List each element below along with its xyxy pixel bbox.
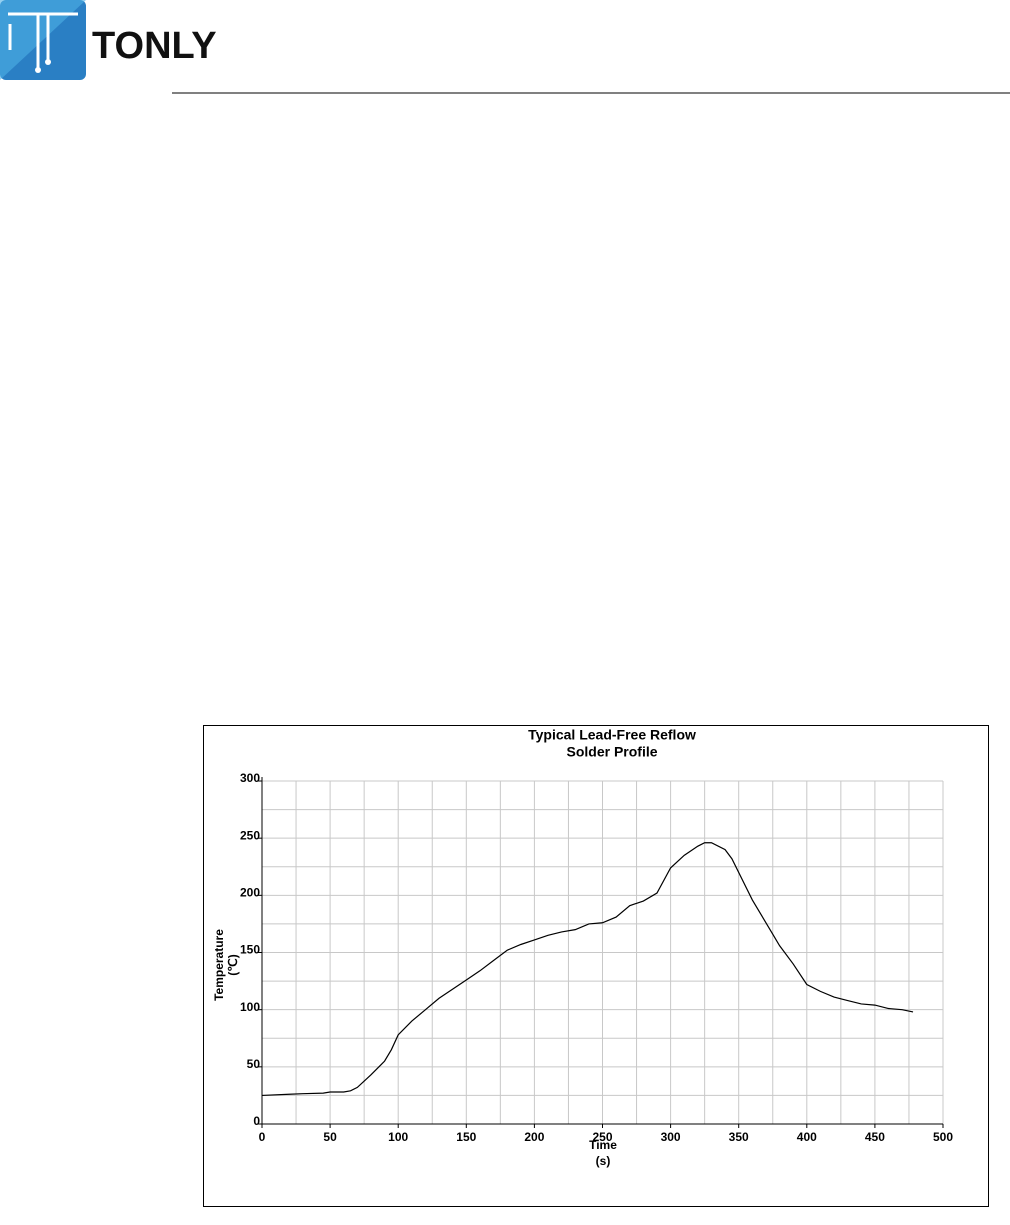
x-tick-label: 250 (592, 1130, 612, 1144)
logo: TONLY (0, 0, 217, 80)
y-tick-label: 200 (240, 886, 260, 900)
y-tick-label: 250 (240, 828, 260, 842)
data-line (261, 842, 914, 1097)
chart-frame (203, 725, 989, 1207)
logo-mark (8, 12, 78, 70)
x-tick-label: 500 (933, 1130, 953, 1144)
x-tick-label: 450 (865, 1130, 885, 1144)
logo-dot (35, 67, 41, 73)
y-tick-label: 0 (253, 1114, 260, 1128)
x-tick-label: 100 (388, 1130, 408, 1144)
x-tick-label: 50 (323, 1130, 337, 1144)
y-axis-title: Temperature (212, 929, 226, 1001)
logo-text: TONLY (92, 25, 217, 67)
logo-dot (45, 59, 51, 65)
x-tick-label: 400 (797, 1130, 817, 1144)
y-tick-label: 150 (240, 943, 260, 957)
y-tick-label: 50 (247, 1057, 261, 1071)
y-axis-title: (℃) (226, 954, 240, 975)
x-axis-title: (s) (596, 1154, 611, 1168)
x-tick-label: 300 (661, 1130, 681, 1144)
y-tick-label: 100 (240, 1000, 260, 1014)
x-tick-label: 350 (729, 1130, 749, 1144)
x-tick-label: 150 (456, 1130, 476, 1144)
chart: 0 50 100 150 200 250 300 0 50 100 150 200 250 300 350 4… (212, 727, 953, 1168)
x-tick-label: 200 (524, 1130, 544, 1144)
logo-shade (0, 0, 86, 80)
x-axis-title: Time (589, 1138, 617, 1152)
x-tick-label: 0 (259, 1130, 266, 1144)
chart-title: Solder Profile (566, 744, 657, 760)
chart-title: Typical Lead-Free Reflow (528, 727, 696, 743)
y-tick-label: 300 (240, 771, 260, 785)
